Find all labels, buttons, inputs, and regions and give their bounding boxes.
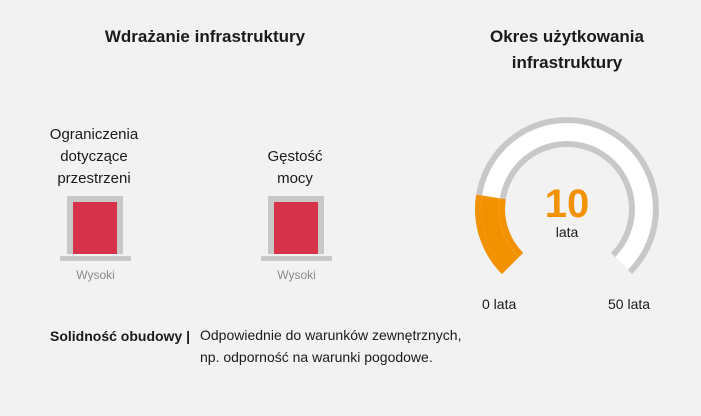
lifespan-gauge — [475, 117, 659, 275]
gauge-value: 10 — [544, 182, 590, 226]
robustness-label: Solidność obudowy | — [50, 328, 191, 344]
level-meter-baseline — [60, 256, 131, 261]
level-meter-frame — [67, 196, 123, 254]
level-meter-baseline — [261, 256, 332, 261]
level-meter-fill — [73, 202, 117, 254]
gauge-fill-inner — [481, 195, 519, 270]
lifespan-title: Okres użytkowania infrastruktury — [489, 27, 644, 72]
level-text: Wysoki — [76, 268, 115, 282]
indicator-label: Ograniczenia dotyczące przestrzeni — [49, 126, 139, 187]
gauge-min-label: 0 lata — [482, 296, 517, 312]
level-meter — [268, 196, 324, 254]
level-meter-fill — [274, 202, 318, 254]
robustness-text: Odpowiednie do warunków zewnętrznych, np… — [200, 327, 462, 365]
level-meter — [67, 196, 123, 254]
indicator-space-constraints: Ograniczenia dotyczące przestrzeni — [40, 124, 148, 190]
indicator-power-density: Gęstość mocy — [240, 146, 350, 190]
level-text: Wysoki — [277, 268, 316, 282]
gauge-max-label: 50 lata — [608, 296, 651, 312]
level-meter-frame — [268, 196, 324, 254]
gauge-unit: lata — [555, 224, 579, 240]
indicator-label: Gęstość mocy — [267, 148, 323, 187]
deployment-title: Wdrażanie infrastruktury — [104, 27, 306, 46]
